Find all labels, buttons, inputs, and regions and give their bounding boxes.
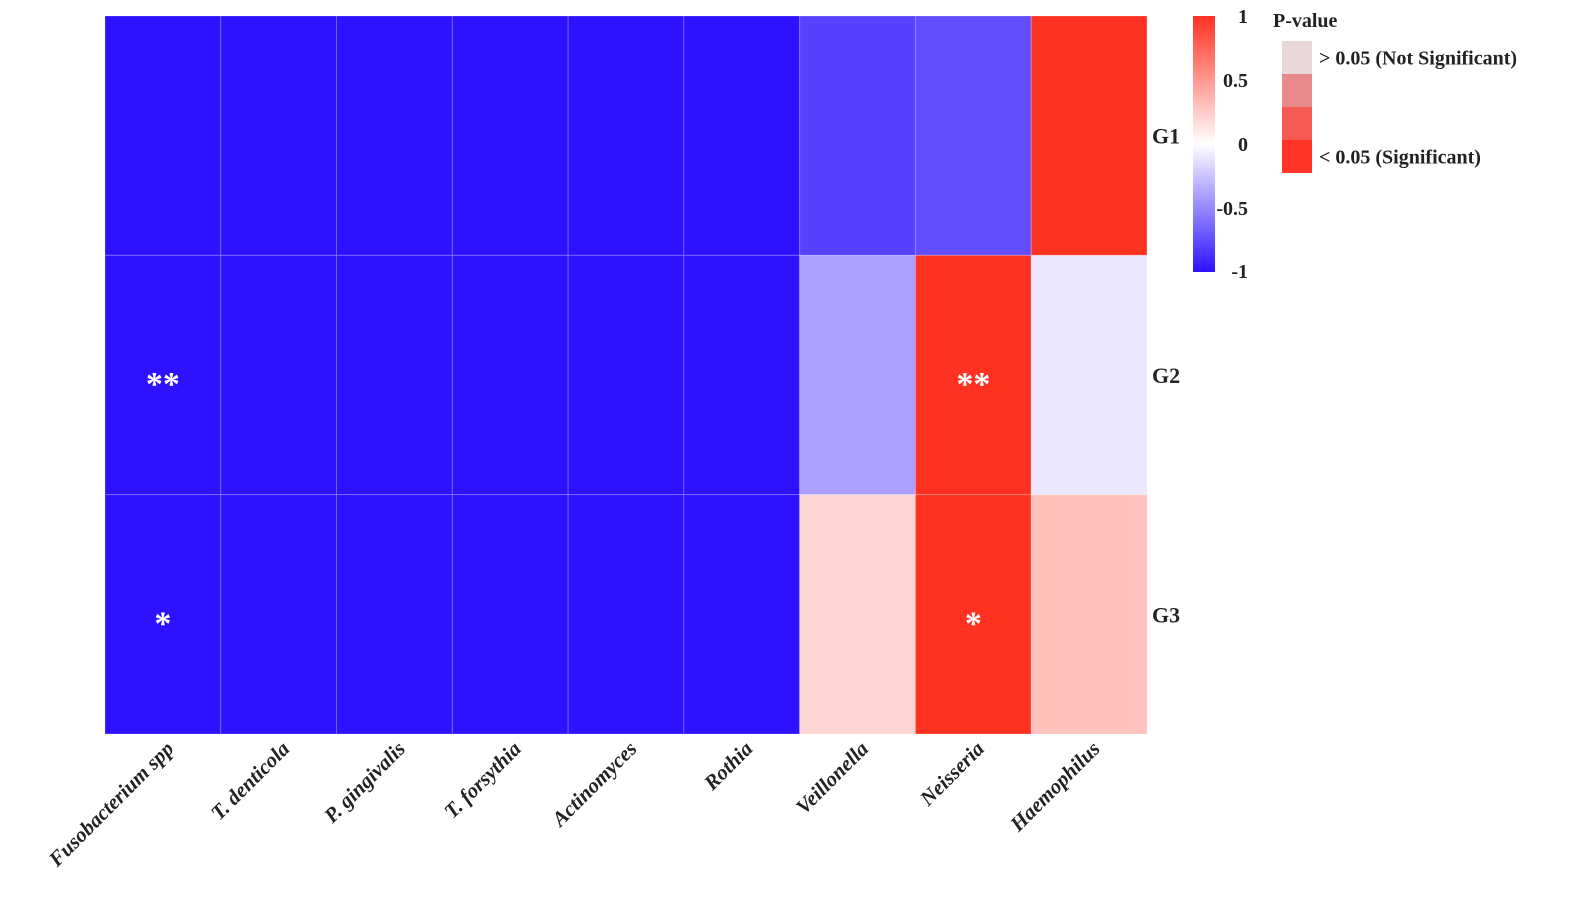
colorbar-tick: 1 — [1238, 6, 1248, 28]
colorbar: 1 0.5 0 -0.5 -1 — [1193, 6, 1248, 283]
heatmap-cell-g1-4 — [451, 15, 569, 256]
colorbar-tick: 0.5 — [1223, 70, 1248, 92]
x-tick-label: Actinomyces — [546, 737, 642, 833]
heatmap-cell-g1-5 — [567, 15, 685, 256]
y-tick-label: G2 — [1152, 363, 1180, 388]
legend-swatch — [1282, 41, 1312, 74]
x-tick-label: Rothia — [698, 737, 757, 796]
legend-swatch — [1282, 107, 1312, 140]
significance-marker: * — [154, 605, 171, 642]
heatmap-cell-g2-3 — [336, 254, 453, 496]
heatmap-cell-g1-1 — [104, 15, 222, 256]
significance-marker: ** — [146, 366, 180, 403]
heatmap-cell-g2-5 — [567, 254, 685, 496]
heatmap-cell-g3-6 — [683, 494, 801, 735]
significance-marker: ** — [956, 366, 990, 403]
heatmap-cell-g3-9 — [1030, 494, 1148, 735]
heatmap-cell-g3-7 — [799, 494, 916, 735]
significance-markers: ** *** * — [146, 366, 990, 642]
heatmap-cell-g3-4 — [451, 494, 569, 735]
y-axis-tick-labels: G1 G2 G3 — [1152, 124, 1180, 628]
heatmap-cell-g3-2 — [220, 494, 338, 735]
x-tick-label: Veillonella — [791, 737, 873, 819]
heatmap-cell-g1-8 — [914, 15, 1032, 256]
legend-swatch — [1282, 74, 1312, 107]
heatmap-cell-g2-1 — [104, 254, 222, 496]
heatmap-cell-g3-5 — [567, 494, 685, 735]
heatmap-cell-g1-7 — [799, 15, 916, 256]
heatmap-cell-g1-2 — [220, 15, 338, 256]
colorbar-tick-labels: 1 0.5 0 -0.5 -1 — [1216, 6, 1248, 283]
heatmap-cell-g1-3 — [336, 15, 453, 256]
pvalue-legend: P-value > 0.05 (Not Significant) < 0.05 (… — [1273, 10, 1517, 173]
colorbar-tick: -0.5 — [1216, 198, 1248, 220]
x-axis-tick-labels: Fusobacterium spp T. denticola P. gingival… — [43, 737, 1104, 872]
x-tick-label: P. gingivalis — [318, 737, 410, 829]
x-tick-label: Neisseria — [914, 737, 989, 812]
heatmap-cell-g2-9 — [1030, 254, 1148, 496]
legend-title: P-value — [1273, 10, 1338, 32]
heatmap-cell-g3-8 — [914, 494, 1032, 735]
x-tick-label: T. denticola — [206, 737, 294, 825]
x-tick-label: Fusobacterium spp — [43, 737, 178, 872]
colorbar-gradient — [1193, 16, 1215, 272]
y-tick-label: G1 — [1152, 124, 1180, 149]
heatmap-cell-g2-7 — [799, 254, 916, 496]
heatmap-cell-g2-8 — [914, 254, 1032, 496]
legend-swatch — [1282, 140, 1312, 173]
colorbar-tick: -1 — [1231, 261, 1248, 283]
heatmap-cell-g2-4 — [451, 254, 569, 496]
heatmap-cells — [104, 15, 1148, 735]
heatmap-cell-g1-9 — [1030, 15, 1148, 256]
heatmap-cell-g1-6 — [683, 15, 801, 256]
heatmap-cell-g3-3 — [336, 494, 453, 735]
heatmap-cell-g2-2 — [220, 254, 338, 496]
heatmap-cell-g2-6 — [683, 254, 801, 496]
x-tick-label: Haemophilus — [1004, 737, 1104, 837]
heatmap-cell-g3-1 — [104, 494, 222, 735]
significance-marker: * — [965, 605, 982, 642]
legend-items: > 0.05 (Not Significant) < 0.05 (Signific… — [1282, 41, 1517, 173]
legend-label: > 0.05 (Not Significant) — [1319, 48, 1517, 70]
y-tick-label: G3 — [1152, 602, 1180, 627]
legend-label: < 0.05 (Significant) — [1319, 147, 1481, 169]
colorbar-tick: 0 — [1238, 134, 1248, 156]
x-tick-label: T. forsythia — [439, 737, 526, 824]
